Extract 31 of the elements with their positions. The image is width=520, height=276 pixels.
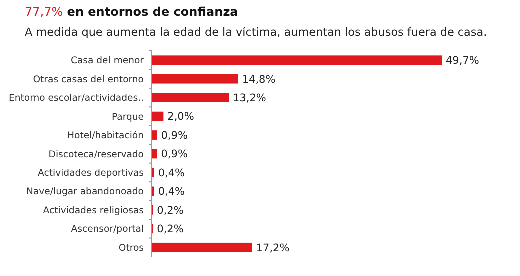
y-tick-label: Entorno escolar/actividades.. (9, 93, 144, 104)
data-label: 0,9% (161, 130, 188, 142)
data-label: 0,4% (158, 186, 186, 198)
bar (152, 93, 230, 102)
bar (152, 130, 158, 140)
y-tick-label: Parque (112, 112, 144, 123)
bar (152, 74, 238, 84)
data-label: 0,2% (157, 204, 184, 217)
y-tick-label: Casa del menor (70, 56, 144, 67)
data-label: 49,7% (446, 55, 480, 68)
bar (152, 149, 158, 159)
y-tick-label: Actividades deportivas (38, 168, 144, 179)
bar (152, 56, 442, 66)
bar (152, 112, 164, 122)
data-label: 0,2% (157, 224, 184, 236)
y-tick-label: Actividades religiosas (43, 205, 144, 216)
data-label: 2,0% (168, 111, 194, 124)
y-tick-label: Nave/lugar abandonoado (26, 186, 144, 198)
chart-title: 77,7% en entornos de confianza (25, 5, 238, 19)
data-label: 13,2% (233, 92, 266, 104)
chart-subtitle: A medida que aumenta la edad de la víctima, aumentan los abusos fuera de casa. (25, 26, 488, 39)
data-label: 17,2% (256, 242, 290, 254)
bar (152, 242, 252, 252)
y-tick-label: Discoteca/reservado (48, 149, 144, 160)
data-label: 0,4% (158, 167, 186, 180)
y-tick-label: Ascensor/portal (71, 224, 144, 236)
data-label: 0,9% (161, 148, 188, 161)
data-label: 14,8% (242, 74, 276, 86)
y-tick-label: Hotel/habitación (68, 130, 144, 142)
y-tick-label: Otros (118, 242, 144, 254)
y-tick-label: Otras casas del entorno (33, 74, 144, 86)
